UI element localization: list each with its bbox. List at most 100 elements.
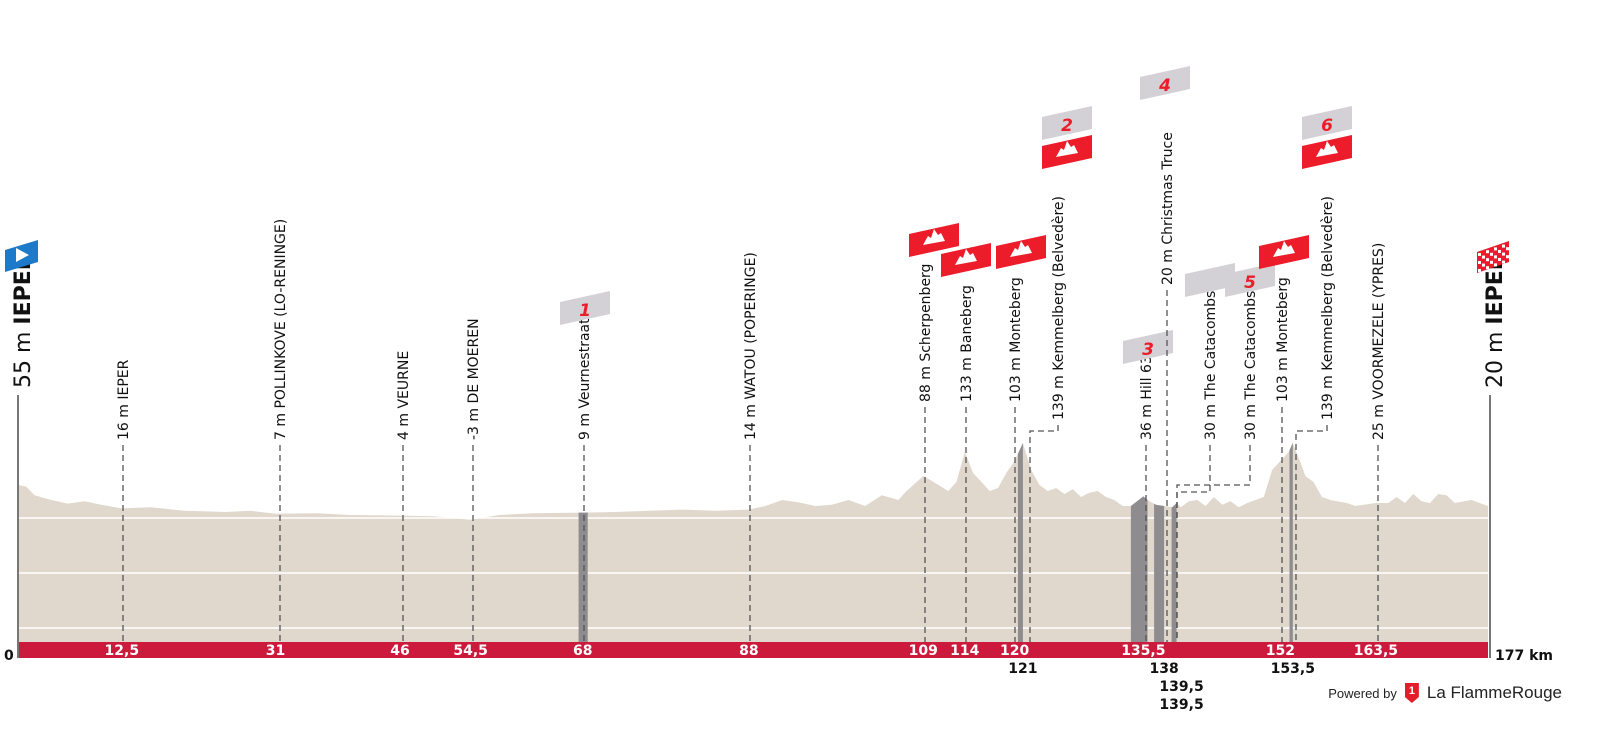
waypoint-label: 4 m VEURNE bbox=[396, 351, 412, 440]
km-start: 0 bbox=[4, 648, 14, 664]
waypoint-label: 20 m Christmas Truce bbox=[1160, 132, 1176, 285]
km-label: 54,5 bbox=[453, 643, 488, 659]
waypoint-label: 14 m WATOU (POPERINGE) bbox=[743, 252, 759, 440]
cobbled-sector bbox=[1154, 503, 1165, 642]
waypoint-marker: 139 m Kemmelberg (Belvedère) 6 153,5 bbox=[1271, 106, 1352, 677]
km-label: 121 bbox=[1008, 661, 1037, 677]
distance-band bbox=[18, 642, 1488, 658]
waypoint-label: 139 m Kemmelberg (Belvedère) bbox=[1051, 196, 1067, 420]
km-label: 138 bbox=[1149, 661, 1178, 677]
waypoint-label: 88 m Scherpenberg bbox=[918, 264, 934, 402]
waypoint-label: 9 m Veurnestraat bbox=[577, 318, 593, 440]
cobbled-sector bbox=[1017, 443, 1023, 642]
waypoint-marker: 103 m Monteberg 152 bbox=[1259, 235, 1309, 659]
km-label: 31 bbox=[266, 643, 285, 659]
waypoint-label: 30 m The Catacombs bbox=[1203, 291, 1219, 440]
waypoint-label: 36 m Hill 63 bbox=[1139, 355, 1155, 440]
km-label: 46 bbox=[390, 643, 409, 659]
waypoint-label: 16 m IEPER bbox=[116, 359, 132, 440]
start-label: 55 m IEPER bbox=[11, 253, 36, 388]
waypoint-marker: 14 m WATOU (POPERINGE) 88 bbox=[739, 252, 759, 659]
waypoint-marker: 103 m Monteberg 120 bbox=[996, 235, 1046, 659]
cobbled-sector bbox=[578, 512, 588, 642]
waypoint-dashed-line bbox=[1029, 425, 1059, 642]
sector-flag-icon bbox=[1140, 66, 1190, 100]
la-flamme-rouge-logo-icon: 1 bbox=[1404, 683, 1419, 703]
sector-number: 6 bbox=[1321, 116, 1333, 136]
checker-square bbox=[1506, 255, 1509, 259]
checker-square bbox=[1486, 266, 1489, 270]
sector-flag-icon bbox=[1185, 263, 1235, 297]
waypoint-label: 103 m Monteberg bbox=[1008, 277, 1024, 402]
mountain-icon bbox=[955, 249, 977, 265]
waypoint-marker: 16 m IEPER 12,5 bbox=[105, 359, 140, 659]
cobbled-sector bbox=[1289, 443, 1293, 642]
sector-number: 2 bbox=[1061, 116, 1073, 136]
km-finish: 177 km bbox=[1495, 648, 1553, 664]
checker-square bbox=[1482, 255, 1485, 259]
mountain-icon bbox=[923, 229, 945, 245]
waypoint-label: 30 m The Catacombs bbox=[1243, 291, 1259, 440]
checker-square bbox=[1494, 255, 1497, 259]
checker-square bbox=[1478, 261, 1481, 264]
mountain-icon bbox=[1316, 141, 1338, 157]
km-label: 152 bbox=[1266, 643, 1295, 659]
waypoint-label: 25 m VOORMEZELE (YPRES) bbox=[1371, 243, 1387, 440]
sector-flag-icon bbox=[1225, 263, 1275, 297]
waypoint-marker: -3 m DE MOEREN 54,5 bbox=[453, 318, 488, 659]
waypoint-label: 139 m Kemmelberg (Belvedère) bbox=[1320, 196, 1336, 420]
waypoint-label: 7 m POLLINKOVE (LO-RENINGE) bbox=[273, 219, 289, 440]
mountain-icon bbox=[1010, 241, 1032, 257]
checker-square bbox=[1498, 258, 1501, 261]
km-label: 120 bbox=[1000, 643, 1029, 659]
sector-flag-icon bbox=[1123, 330, 1173, 364]
waypoint-marker: 7 m POLLINKOVE (LO-RENINGE) 31 bbox=[266, 219, 289, 659]
checker-square bbox=[1502, 260, 1505, 264]
km-label: 114 bbox=[950, 643, 979, 659]
sector-number: 4 bbox=[1158, 76, 1171, 96]
km-label: 153,5 bbox=[1271, 661, 1315, 677]
waypoint-marker: 36 m Hill 633 135,5 bbox=[1121, 330, 1173, 659]
finish-label: 20 m IEPER bbox=[1483, 253, 1508, 388]
sector-flag-icon bbox=[1302, 106, 1352, 140]
checker-square bbox=[1490, 252, 1493, 256]
km-label: 109 bbox=[909, 643, 938, 659]
checker-square bbox=[1494, 263, 1497, 267]
km-label: 163,5 bbox=[1354, 643, 1398, 659]
checker-square bbox=[1502, 252, 1505, 256]
checker-square bbox=[1478, 253, 1481, 256]
powered-by-footer: Powered by 1 La FlammeRouge bbox=[1328, 683, 1562, 703]
cobbled-sector bbox=[1171, 503, 1177, 642]
waypoint-dashed-line bbox=[1176, 445, 1251, 642]
km-label: 12,5 bbox=[105, 643, 140, 659]
km-label: 68 bbox=[573, 643, 592, 659]
waypoint-marker: 4 m VEURNE 46 bbox=[390, 351, 412, 659]
checker-square bbox=[1502, 244, 1505, 248]
waypoint-marker: 20 m Christmas Truce 4 138 bbox=[1140, 66, 1190, 677]
sector-flag-icon bbox=[1042, 106, 1092, 140]
waypoint-label: 103 m Monteberg bbox=[1275, 277, 1291, 402]
powered-by-text: Powered by bbox=[1328, 685, 1397, 701]
waypoint-label: -3 m DE MOEREN bbox=[466, 318, 482, 440]
checker-square bbox=[1482, 263, 1485, 267]
waypoint-marker: 25 m VOORMEZELE (YPRES) 163,5 bbox=[1354, 243, 1398, 659]
finish-checkered-flag-icon bbox=[1477, 241, 1509, 273]
sector-flag-icon bbox=[560, 291, 610, 325]
waypoint-marker: 133 m Baneberg 114 bbox=[941, 243, 991, 659]
brand-name: La FlammeRouge bbox=[1426, 683, 1562, 702]
km-label: 139,5 bbox=[1159, 697, 1203, 713]
km-label: 135,5 bbox=[1121, 643, 1165, 659]
waypoint-marker: 88 m Scherpenberg 109 bbox=[909, 223, 959, 659]
waypoint-dashed-line bbox=[1295, 425, 1328, 642]
sector-number: 5 bbox=[1244, 273, 1256, 293]
checker-square bbox=[1498, 250, 1501, 253]
checker-square bbox=[1490, 260, 1493, 264]
cobbled-sector bbox=[1130, 496, 1148, 642]
km-label: 88 bbox=[739, 643, 758, 659]
start-play-icon bbox=[16, 248, 29, 262]
waypoint-label: 133 m Baneberg bbox=[959, 285, 975, 402]
checker-square bbox=[1486, 258, 1489, 262]
